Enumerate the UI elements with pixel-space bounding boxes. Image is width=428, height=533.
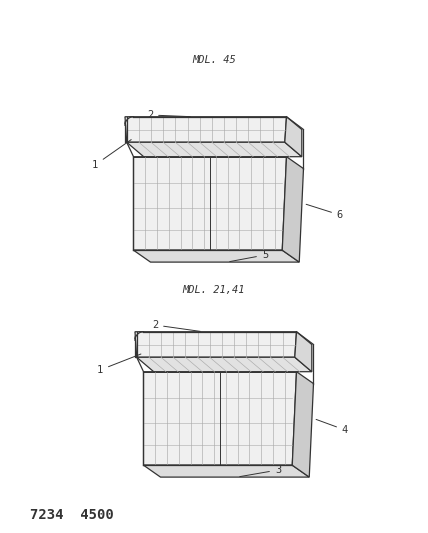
Text: MDL. 21,41: MDL. 21,41 (183, 285, 245, 295)
Polygon shape (134, 157, 286, 250)
Polygon shape (295, 332, 312, 372)
Text: 3: 3 (240, 465, 281, 477)
Polygon shape (285, 117, 302, 157)
Text: 1: 1 (92, 140, 131, 170)
Polygon shape (137, 357, 312, 372)
Polygon shape (143, 372, 297, 465)
Text: 2: 2 (147, 110, 190, 120)
Text: 7234  4500: 7234 4500 (30, 508, 114, 522)
Polygon shape (125, 117, 286, 142)
Text: 4: 4 (316, 419, 348, 435)
Polygon shape (127, 142, 302, 157)
Text: 6: 6 (306, 204, 343, 220)
Polygon shape (143, 465, 309, 477)
Text: 1: 1 (97, 354, 141, 375)
Polygon shape (292, 372, 313, 477)
Text: MDL. 45: MDL. 45 (192, 55, 236, 65)
Text: 2: 2 (152, 320, 200, 332)
Polygon shape (135, 332, 297, 357)
Text: 5: 5 (230, 250, 268, 262)
Polygon shape (134, 250, 299, 262)
Polygon shape (282, 157, 303, 262)
